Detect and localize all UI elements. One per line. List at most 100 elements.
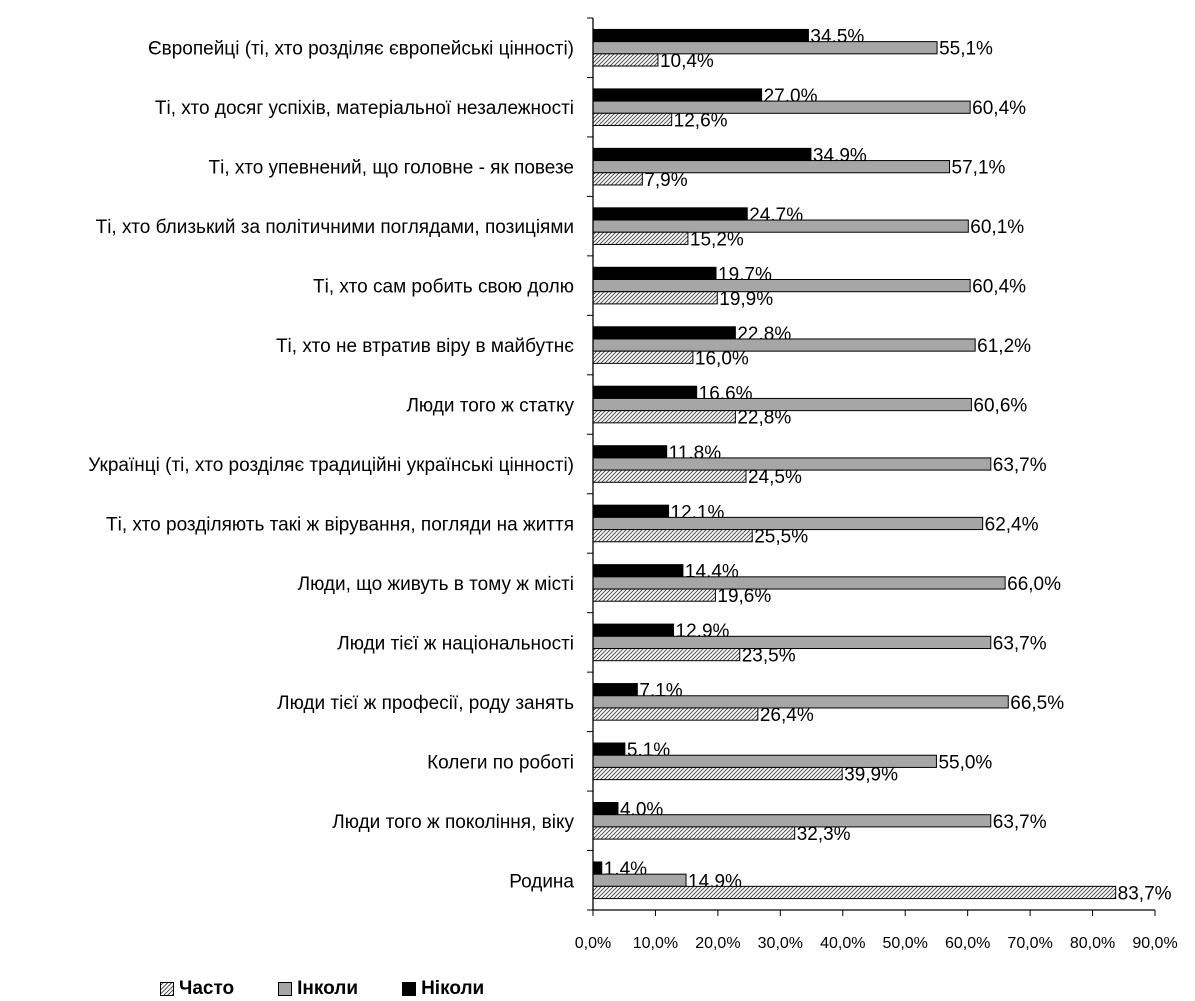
bar: [592, 100, 971, 114]
bar: [592, 648, 741, 662]
bar: [592, 207, 748, 221]
bar: [592, 588, 716, 602]
data-label: 32,3%: [797, 824, 851, 845]
bar: [592, 504, 670, 518]
bar: [592, 231, 689, 245]
bar: [592, 326, 736, 340]
data-label: 55,0%: [938, 752, 992, 773]
bar: [592, 279, 971, 293]
bar: [592, 861, 603, 875]
data-label: 60,4%: [972, 98, 1026, 119]
category-label: Люди тієї ж професії, роду занять: [277, 693, 574, 714]
bar: [592, 564, 684, 578]
chart-legend: Часто Інколи Ніколи: [160, 978, 528, 1000]
bar: [592, 445, 668, 459]
bar: [592, 338, 976, 352]
x-tick-label: 80,0%: [1070, 935, 1115, 952]
bar: [592, 385, 698, 399]
x-tick-label: 30,0%: [758, 935, 803, 952]
bar: [592, 707, 759, 721]
category-label: Родина: [509, 871, 574, 892]
bar: [592, 683, 638, 697]
data-label: 23,5%: [742, 646, 796, 667]
bar: [592, 53, 659, 67]
data-label: 63,7%: [993, 455, 1047, 476]
category-label: Люди тієї ж національності: [337, 633, 574, 654]
category-label: Європейці (ті, хто розділяє європейські …: [148, 39, 574, 60]
category-label: Люди, що живуть в тому ж місті: [298, 574, 574, 595]
bar: [592, 814, 992, 828]
x-tick-label: 60,0%: [945, 935, 990, 952]
legend-item: Часто: [160, 978, 234, 1000]
data-label: 10,4%: [660, 51, 714, 72]
bar: [592, 623, 675, 637]
bar: [592, 766, 843, 781]
category-label: Люди того ж статку: [406, 396, 574, 417]
data-label: 12,6%: [674, 110, 728, 131]
bar: [592, 88, 763, 102]
data-label: 19,9%: [719, 289, 773, 310]
bar: [592, 350, 694, 364]
bar: [592, 266, 717, 280]
x-tick-label: 20,0%: [695, 935, 740, 952]
data-label: 62,4%: [985, 514, 1039, 535]
data-label: 66,0%: [1007, 574, 1061, 595]
data-label: 7,9%: [644, 170, 687, 191]
x-tick-label: 40,0%: [820, 935, 865, 952]
x-tick-label: 10,0%: [633, 935, 678, 952]
category-label: Українці (ті, хто розділяє традиційні ук…: [88, 455, 574, 476]
data-label: 55,1%: [939, 39, 993, 60]
data-label: 63,7%: [993, 812, 1047, 833]
data-label: 39,9%: [844, 765, 898, 786]
category-label: Ті, хто упевнений, що головне - як повез…: [209, 158, 574, 179]
data-label: 26,4%: [760, 705, 814, 726]
bar: [592, 742, 626, 756]
data-label: 25,5%: [754, 527, 808, 548]
legend-item: Інколи: [278, 978, 358, 1000]
category-label: Люди того ж покоління, віку: [332, 812, 574, 833]
bar: [592, 873, 687, 887]
x-tick-label: 0,0%: [575, 935, 611, 952]
bar: [592, 885, 1117, 900]
legend-item: Ніколи: [402, 978, 484, 1000]
bar: [592, 219, 969, 233]
category-label: Ті, хто досяг успіхів, матеріальної неза…: [155, 98, 574, 119]
data-label: 83,7%: [1118, 883, 1172, 904]
bar: [592, 41, 938, 55]
data-label: 15,2%: [690, 229, 744, 250]
bar: [592, 410, 736, 424]
bar: [592, 112, 673, 127]
data-label: 16,0%: [695, 348, 749, 369]
bar: [592, 469, 747, 483]
legend-label: Інколи: [297, 978, 359, 999]
category-label: Ті, хто не втратив віру в майбутнє: [276, 336, 574, 357]
category-label: Ті, хто близький за політичними поглядам…: [96, 217, 574, 238]
data-label: 60,6%: [973, 396, 1027, 417]
legend-label: Часто: [179, 978, 235, 999]
bar: [592, 802, 619, 816]
bar: [592, 529, 753, 543]
legend-swatch: [402, 982, 417, 996]
data-label: 60,4%: [972, 277, 1026, 298]
legend-swatch: [160, 982, 174, 996]
data-label: 19,6%: [717, 586, 771, 607]
data-label: 24,5%: [748, 467, 802, 488]
data-label: 57,1%: [952, 158, 1006, 179]
bar: [592, 172, 643, 186]
data-label: 63,7%: [993, 633, 1047, 654]
bar: [592, 291, 718, 305]
bar: [592, 826, 796, 840]
bar: [592, 147, 812, 162]
data-label: 22,8%: [737, 408, 791, 429]
bar: [592, 576, 1006, 590]
x-tick-label: 70,0%: [1007, 935, 1052, 952]
category-label: Колеги по роботі: [427, 752, 574, 773]
data-label: 60,1%: [970, 217, 1024, 238]
legend-swatch: [278, 982, 293, 996]
x-tick-label: 90,0%: [1132, 935, 1177, 952]
bar: [592, 28, 809, 43]
legend-label: Ніколи: [421, 978, 485, 999]
category-label: Ті, хто сам робить свою долю: [313, 277, 574, 298]
category-label: Ті, хто розділяють такі ж вірування, пог…: [106, 514, 574, 535]
